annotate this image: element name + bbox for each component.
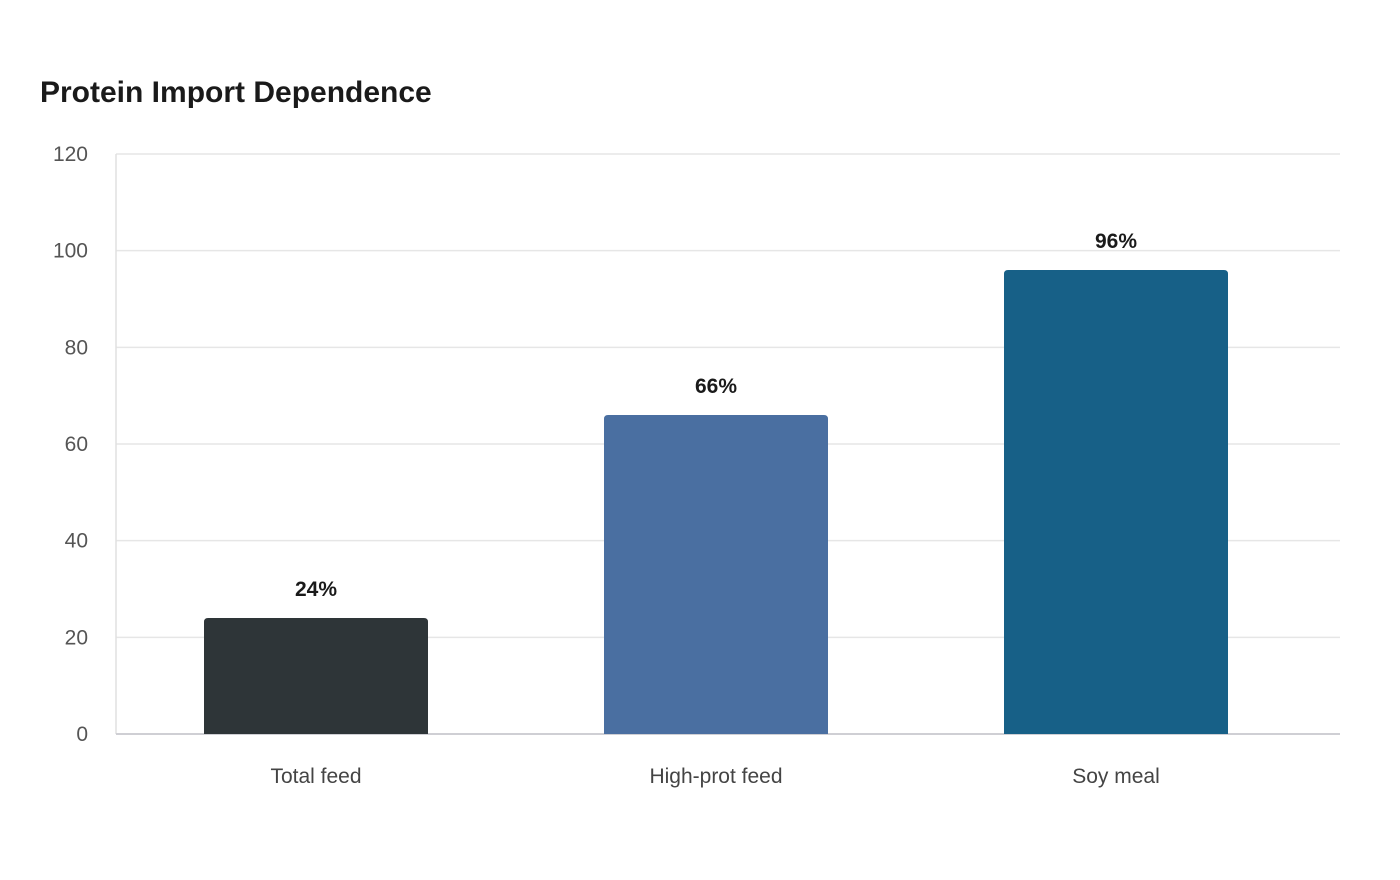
x-category-label: Soy meal bbox=[1072, 765, 1160, 788]
data-label: 24% bbox=[295, 578, 337, 601]
data-label: 66% bbox=[695, 375, 737, 398]
bars bbox=[204, 270, 1228, 734]
y-tick-label: 60 bbox=[65, 433, 88, 456]
data-label: 96% bbox=[1095, 230, 1137, 253]
bar-high-prot-feed bbox=[604, 415, 828, 734]
y-tick-label: 20 bbox=[65, 626, 88, 649]
chart-title: Protein Import Dependence bbox=[40, 76, 432, 109]
y-tick-label: 100 bbox=[53, 240, 88, 263]
bar-total-feed bbox=[204, 618, 428, 734]
x-category-label: Total feed bbox=[270, 765, 361, 788]
labels: 0 20 40 60 80 100 120 24% Total feed 66% High-prot… bbox=[53, 143, 1160, 788]
y-tick-label: 40 bbox=[65, 530, 88, 553]
y-tick-label: 0 bbox=[76, 723, 88, 746]
x-category-label: High-prot feed bbox=[649, 765, 782, 788]
bar-soy-meal bbox=[1004, 270, 1228, 734]
y-tick-label: 80 bbox=[65, 336, 88, 359]
y-tick-label: 120 bbox=[53, 143, 88, 166]
